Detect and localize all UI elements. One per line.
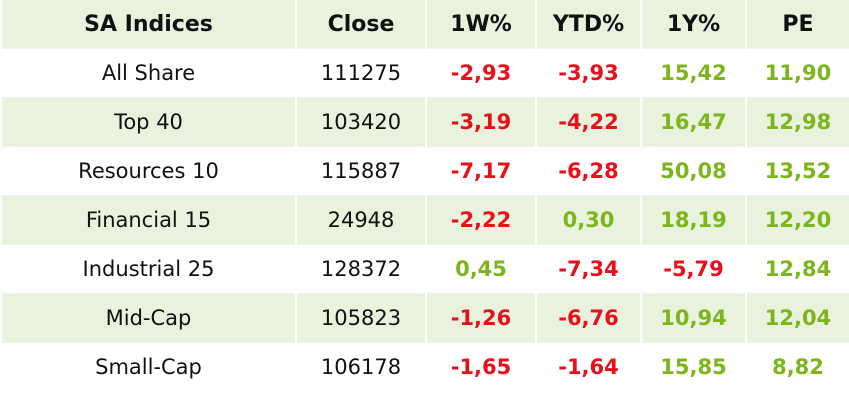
table-cell: 16,47 (640, 97, 747, 147)
table-cell: 103420 (295, 97, 427, 147)
table-cell: 18,19 (640, 195, 747, 245)
index-name: Financial 15 (0, 195, 297, 245)
column-header: 1W% (425, 0, 537, 49)
table-cell: -1,65 (425, 342, 537, 391)
table-cell: 50,08 (640, 146, 747, 196)
table-cell: -5,79 (640, 244, 747, 294)
table-cell: 13,52 (745, 146, 849, 196)
index-name: Top 40 (0, 97, 297, 147)
table-row: Industrial 25 128372 0,45 -7,34 -5,79 12,84 (0, 244, 849, 294)
table-cell: -1,64 (535, 342, 642, 391)
table-cell: -4,22 (535, 97, 642, 147)
column-header: SA Indices (0, 0, 297, 49)
table-cell: 11,90 (745, 48, 849, 98)
table-row: Mid-Cap 105823 -1,26 -6,76 10,94 12,04 (0, 293, 849, 343)
index-name: Mid-Cap (0, 293, 297, 343)
table-cell: 15,42 (640, 48, 747, 98)
table-row: Top 40 103420 -3,19 -4,22 16,47 12,98 (0, 97, 849, 147)
column-header: Close (295, 0, 427, 49)
table-cell: -6,76 (535, 293, 642, 343)
table-cell: 128372 (295, 244, 427, 294)
table-cell: 8,82 (745, 342, 849, 391)
table-cell: -2,93 (425, 48, 537, 98)
table-cell: -7,34 (535, 244, 642, 294)
table-cell: 12,20 (745, 195, 849, 245)
table-cell: -6,28 (535, 146, 642, 196)
table-cell: -2,22 (425, 195, 537, 245)
index-name: Resources 10 (0, 146, 297, 196)
table-cell: 0,30 (535, 195, 642, 245)
table-cell: 12,98 (745, 97, 849, 147)
table-cell: 15,85 (640, 342, 747, 391)
table-cell: 10,94 (640, 293, 747, 343)
table-cell: 12,04 (745, 293, 849, 343)
table-cell: 115887 (295, 146, 427, 196)
column-header: YTD% (535, 0, 642, 49)
table-cell: -7,17 (425, 146, 537, 196)
table-cell: 111275 (295, 48, 427, 98)
index-name: Industrial 25 (0, 244, 297, 294)
table-row: Small-Cap 106178 -1,65 -1,64 15,85 8,82 (0, 342, 849, 391)
table-row: Financial 15 24948 -2,22 0,30 18,19 12,20 (0, 195, 849, 245)
table-cell: -3,19 (425, 97, 537, 147)
index-name: Small-Cap (0, 342, 297, 391)
table-cell: 106178 (295, 342, 427, 391)
table-cell: -3,93 (535, 48, 642, 98)
table-row: All Share 111275 -2,93 -3,93 15,42 11,90 (0, 48, 849, 98)
table-cell: 24948 (295, 195, 427, 245)
index-name: All Share (0, 48, 297, 98)
header-row: SA Indices Close 1W% YTD% 1Y% PE (0, 0, 849, 49)
table-cell: -1,26 (425, 293, 537, 343)
table-cell: 12,84 (745, 244, 849, 294)
column-header: 1Y% (640, 0, 747, 49)
table-cell: 0,45 (425, 244, 537, 294)
column-header: PE (745, 0, 849, 49)
table-row: Resources 10 115887 -7,17 -6,28 50,08 13,52 (0, 146, 849, 196)
indices-table: SA Indices Close 1W% YTD% 1Y% PE All Share 111… (0, 0, 849, 391)
table-cell: 105823 (295, 293, 427, 343)
